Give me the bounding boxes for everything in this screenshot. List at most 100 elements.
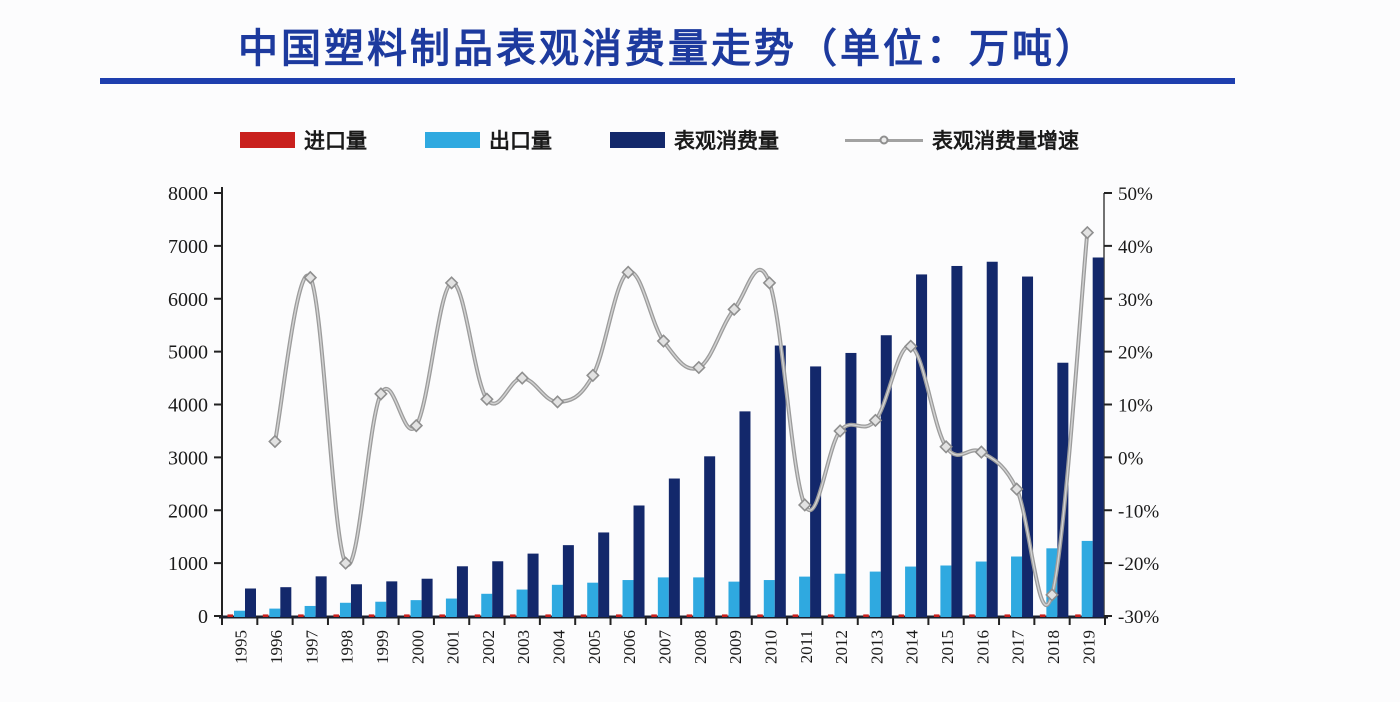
diamond-marker-icon (1045, 588, 1059, 602)
x-axis-label: 2007 (656, 630, 675, 665)
right-axis-ticks: 50% 40% 30% 20% 10% 0% -10% -20% -30% (1104, 184, 1159, 628)
x-axis-label: 1999 (373, 630, 392, 664)
line-marker-icon (879, 135, 889, 145)
x-axis-label: 2013 (867, 630, 886, 664)
left-axis-label: 3000 (168, 447, 208, 469)
consumption-swatch-icon (610, 132, 665, 148)
diamond-marker-icon (374, 387, 388, 401)
bar (280, 587, 292, 617)
bar (262, 614, 269, 617)
bar (421, 578, 433, 617)
bar (545, 614, 551, 617)
bar (704, 456, 716, 617)
bar (898, 614, 905, 617)
bar (880, 335, 892, 617)
legend-label-exports: 出口量 (489, 130, 552, 153)
bar (1004, 614, 1011, 617)
x-axis-label: 1998 (338, 630, 357, 664)
left-axis-ticks: 8000 7000 6000 5000 4000 3000 2000 1000 0 (168, 183, 222, 628)
bar (245, 588, 256, 617)
diamond-marker-icon (762, 276, 777, 290)
bar (368, 614, 375, 617)
bar (350, 584, 362, 617)
right-axis-label: 20% (1118, 343, 1153, 364)
left-axis-label: 0 (198, 606, 208, 628)
bar (598, 532, 610, 617)
x-axis-label: 1995 (232, 630, 251, 664)
right-axis-label: 30% (1118, 290, 1153, 311)
bar (739, 411, 751, 617)
bar-series-1 (227, 614, 1081, 617)
diamond-marker-icon (621, 265, 635, 280)
left-axis-label: 4000 (168, 395, 208, 417)
bar (905, 566, 917, 617)
bar (933, 614, 940, 617)
bar (1039, 614, 1046, 617)
diamond-marker-icon (833, 424, 847, 438)
diamond-marker-icon (515, 371, 530, 385)
legend-item-exports: 出口量 (425, 128, 552, 153)
diamond-marker-icon (692, 360, 706, 375)
x-axis-label: 2010 (761, 630, 780, 664)
bar (1011, 556, 1023, 617)
bar (757, 614, 763, 617)
bar (1022, 276, 1034, 617)
bar-series-3 (245, 257, 1104, 617)
bar (616, 614, 622, 617)
x-axis-label: 1996 (267, 630, 286, 664)
bar (1092, 257, 1104, 617)
bar-series-2 (234, 540, 1093, 617)
bar (728, 581, 740, 617)
left-axis-label: 2000 (168, 500, 208, 522)
legend-item-growth: 表观消费量增速 (845, 128, 1079, 153)
right-axis-label: 10% (1118, 396, 1153, 417)
bar (763, 580, 775, 617)
bar (474, 614, 481, 617)
bar (562, 545, 574, 617)
bar (527, 553, 539, 617)
bar (622, 580, 634, 617)
x-axis-ticks (221, 617, 1106, 625)
legend-label-consumption: 表观消费量 (674, 130, 779, 153)
bar (492, 561, 504, 617)
left-axis-label: 7000 (168, 236, 208, 258)
x-axis-label: 2017 (1009, 629, 1028, 664)
bar (799, 576, 811, 617)
exports-swatch-icon (425, 132, 480, 148)
right-axis-label: 40% (1118, 237, 1153, 258)
bar (721, 614, 728, 617)
bar (510, 614, 516, 617)
bar (404, 614, 410, 617)
bar (304, 605, 316, 617)
x-axis-label: 2000 (408, 630, 427, 664)
diamond-marker-icon (797, 498, 812, 512)
bar (227, 614, 233, 617)
bar (445, 598, 457, 617)
left-axis-label: 8000 (168, 183, 208, 205)
bar (657, 577, 669, 617)
bar (1046, 548, 1058, 617)
bar (668, 478, 680, 617)
x-axis-label: 2019 (1079, 630, 1098, 664)
bar (580, 614, 587, 617)
diamond-marker-icon (974, 445, 989, 459)
bar (456, 566, 468, 617)
diamond-marker-icon (268, 434, 282, 449)
diamond-marker-icon (303, 270, 318, 285)
x-axis-label: 2018 (1044, 630, 1063, 664)
bar (940, 565, 952, 617)
bar (951, 265, 963, 617)
legend-item-imports: 进口量 (240, 128, 367, 153)
bar (234, 610, 245, 617)
right-axis-label: 50% (1118, 184, 1153, 205)
diamond-marker-icon (409, 418, 424, 433)
bar (845, 352, 857, 617)
title-underline (100, 78, 1235, 84)
x-axis-label: 2011 (797, 630, 816, 663)
diamond-marker-icon (550, 395, 565, 409)
chart-legend: 进口量 出口量 表观消费量 表观消费量增速 (0, 128, 1400, 153)
bar (410, 600, 422, 617)
bar (315, 576, 327, 617)
bar (551, 584, 563, 617)
